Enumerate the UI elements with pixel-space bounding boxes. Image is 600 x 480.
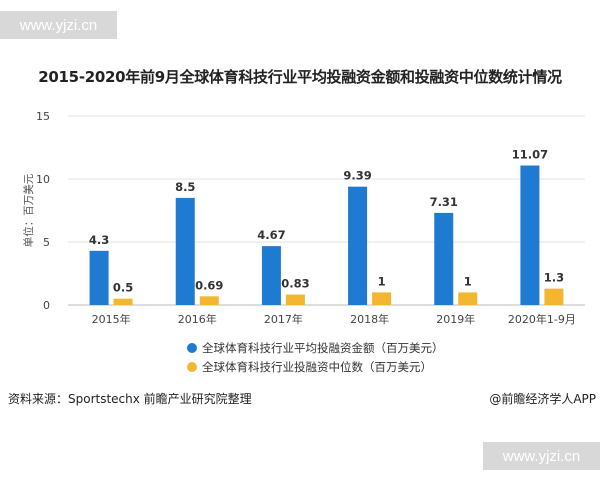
bar-median (285, 294, 305, 305)
x-tick-label: 2016年 (178, 312, 217, 326)
watermark-top-text: www.yjzi.cn (19, 16, 98, 34)
bar-chart: 0 5 10 15 单位：百万美元 2015年 2016年 2017年 2018年 2019年 20… (22, 110, 585, 374)
data-label: 1 (464, 274, 472, 288)
y-tick-label: 0 (43, 299, 50, 312)
legend-marker (187, 343, 197, 353)
x-tick-label: 2018年 (350, 312, 389, 326)
data-label: 1.3 (544, 271, 564, 285)
bars (89, 165, 564, 305)
bar-median (113, 298, 133, 305)
y-tick-label: 5 (43, 236, 50, 249)
data-labels: 4.3 0.5 8.5 0.69 4.67 0.83 9.39 1 7.31 1 11.07 1.3 (89, 148, 564, 295)
bar-average (261, 246, 281, 305)
data-label: 4.67 (257, 228, 285, 242)
axes: 0 5 10 15 单位：百万美元 2015年 2016年 2017年 2018年 2019年 20… (22, 110, 585, 326)
watermark-bottom-text: www.yjzi.cn (502, 447, 581, 465)
source-note: 资料来源：Sportstechx 前瞻产业研究院整理 (8, 392, 252, 406)
data-label: 0.83 (281, 277, 309, 291)
brand-text: @前瞻经济学人APP (489, 392, 596, 406)
bar-median (199, 296, 219, 305)
chart-title: 2015-2020年前9月全球体育科技行业平均投融资金额和投融资中位数统计情况 (38, 68, 562, 86)
bar-average (520, 165, 540, 305)
legend-label: 全球体育科技行业投融资中位数（百万美元） (202, 360, 432, 374)
watermark-bottom: www.yjzi.cn (483, 442, 600, 470)
data-label: 0.69 (195, 278, 223, 292)
x-tick-label: 2020年1-9月 (508, 312, 576, 326)
data-label: 8.5 (175, 180, 195, 194)
data-label: 0.5 (113, 281, 133, 295)
watermark-top: www.yjzi.cn (0, 11, 117, 39)
data-label: 11.07 (512, 148, 548, 162)
bar-average (348, 186, 368, 305)
y-tick-label: 15 (36, 110, 50, 123)
y-axis-title: 单位：百万美元 (22, 173, 35, 247)
x-tick-label: 2015年 (92, 312, 131, 326)
gridlines (68, 115, 585, 243)
bar-average (175, 197, 195, 305)
data-label: 7.31 (430, 195, 458, 209)
x-tick-label: 2017年 (264, 312, 303, 326)
bar-median (458, 292, 478, 305)
legend-marker (187, 362, 197, 372)
bar-median (544, 288, 564, 305)
brand-note: @前瞻经济学人APP (489, 390, 596, 407)
bar-average (89, 250, 109, 305)
y-tick-label: 10 (36, 173, 50, 186)
bar-median (372, 292, 392, 305)
data-label: 1 (378, 274, 386, 288)
bar-average (434, 212, 454, 305)
legend-label: 全球体育科技行业平均投融资金额（百万美元） (202, 341, 444, 355)
legend: 全球体育科技行业平均投融资金额（百万美元） 全球体育科技行业投融资中位数（百万美元… (187, 341, 444, 374)
x-tick-label: 2019年 (436, 312, 475, 326)
data-label: 4.3 (89, 233, 109, 247)
data-label: 9.39 (343, 169, 371, 183)
